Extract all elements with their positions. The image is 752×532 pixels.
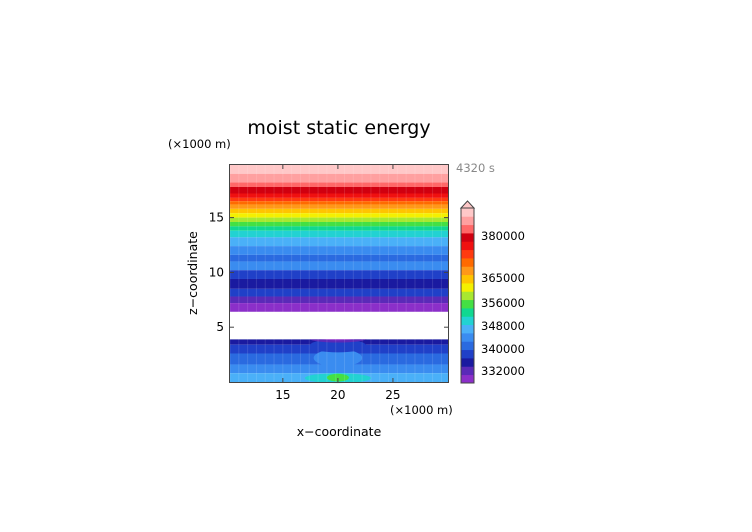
colorbar-segment (461, 224, 474, 234)
colorbar-segment (461, 216, 474, 226)
contour-band-3 (230, 186, 448, 194)
contour-feature-1 (326, 373, 349, 382)
contour-band-15 (230, 246, 448, 255)
colorbar-segment (461, 283, 474, 292)
x-tick-label: 20 (330, 388, 345, 402)
y-unit-label: (×1000 m) (168, 137, 231, 151)
contour-band-17 (230, 261, 448, 271)
colorbar-segment (461, 266, 474, 276)
colorbar-tick-label: 356000 (481, 296, 525, 310)
contour-field (229, 165, 448, 384)
contour-band-9 (230, 213, 448, 218)
time-label: 4320 s (456, 161, 495, 175)
colorbar-segment (461, 358, 474, 367)
contour-feature-2 (313, 349, 363, 367)
contour-band-19 (230, 278, 448, 289)
colorbar-segment (461, 233, 474, 242)
colorbar-extend-arrow (459, 200, 476, 209)
contour-band-26 (230, 364, 448, 374)
colorbar-segment (461, 324, 474, 334)
chart-title: moist static energy (247, 117, 430, 139)
contour-band-16 (230, 254, 448, 262)
x-axis-label: x−coordinate (297, 424, 382, 439)
colorbar-tick-label: 348000 (481, 319, 525, 333)
colorbar-frame (460, 207, 475, 384)
colorbar-tick-label: 380000 (481, 229, 525, 243)
contour-band-10 (230, 217, 448, 222)
y-axis-ticks: 5 10 15 (209, 211, 448, 334)
colorbar-segment (461, 249, 474, 259)
colorbar-segment (461, 341, 474, 351)
contour-band-22 (230, 303, 448, 312)
colorbar-segment (461, 308, 474, 317)
plot-frame (229, 164, 449, 383)
contour-band-7 (230, 204, 448, 209)
contour-band-6 (230, 201, 448, 205)
colorbar-segment (461, 374, 474, 384)
plot-area: 15 20 25 5 10 15 (209, 164, 449, 402)
colorbar-tick-label: 365000 (481, 271, 525, 285)
colorbar-tick-label: 340000 (481, 342, 525, 356)
contour-band-5 (230, 197, 448, 202)
colorbar-segment (461, 241, 474, 251)
x-axis-ticks: 15 20 25 (275, 165, 401, 402)
contour-band-11 (230, 221, 448, 227)
contour-band-1 (230, 173, 448, 183)
contour-band-20 (230, 288, 448, 297)
colorbar-segment (461, 258, 474, 267)
colorbar-segment (461, 274, 474, 284)
y-tick-label: 10 (209, 265, 224, 279)
contour-band-2 (230, 182, 448, 187)
contour-band-0 (230, 165, 448, 174)
colorbar-segment (461, 208, 474, 217)
colorbar-segment (461, 316, 474, 326)
contour-band-21 (230, 296, 448, 304)
contour-feature-3 (309, 339, 367, 353)
colorbar-segment (461, 333, 474, 342)
contour-band-12 (230, 226, 448, 231)
contour-band-18 (230, 270, 448, 279)
x-tick-label: 15 (275, 388, 290, 402)
x-tick-label: 25 (385, 388, 400, 402)
colorbar: 380000 365000 356000 348000 340000 332000 (459, 200, 525, 384)
contour-band-13 (230, 230, 448, 238)
y-axis-label: z−coordinate (185, 231, 200, 315)
colorbar-segment (461, 291, 474, 301)
colorbar-tick-label: 332000 (481, 364, 525, 378)
colorbar-segment (461, 299, 474, 309)
y-tick-label: 5 (216, 320, 224, 334)
masked-region (230, 311, 448, 340)
contour-band-14 (230, 237, 448, 247)
x-unit-label: (×1000 m) (390, 403, 453, 417)
contour-band-4 (230, 193, 448, 198)
y-tick-label: 15 (209, 211, 224, 225)
colorbar-segment (461, 366, 474, 376)
contour-band-8 (230, 208, 448, 214)
colorbar-segment (461, 349, 474, 359)
